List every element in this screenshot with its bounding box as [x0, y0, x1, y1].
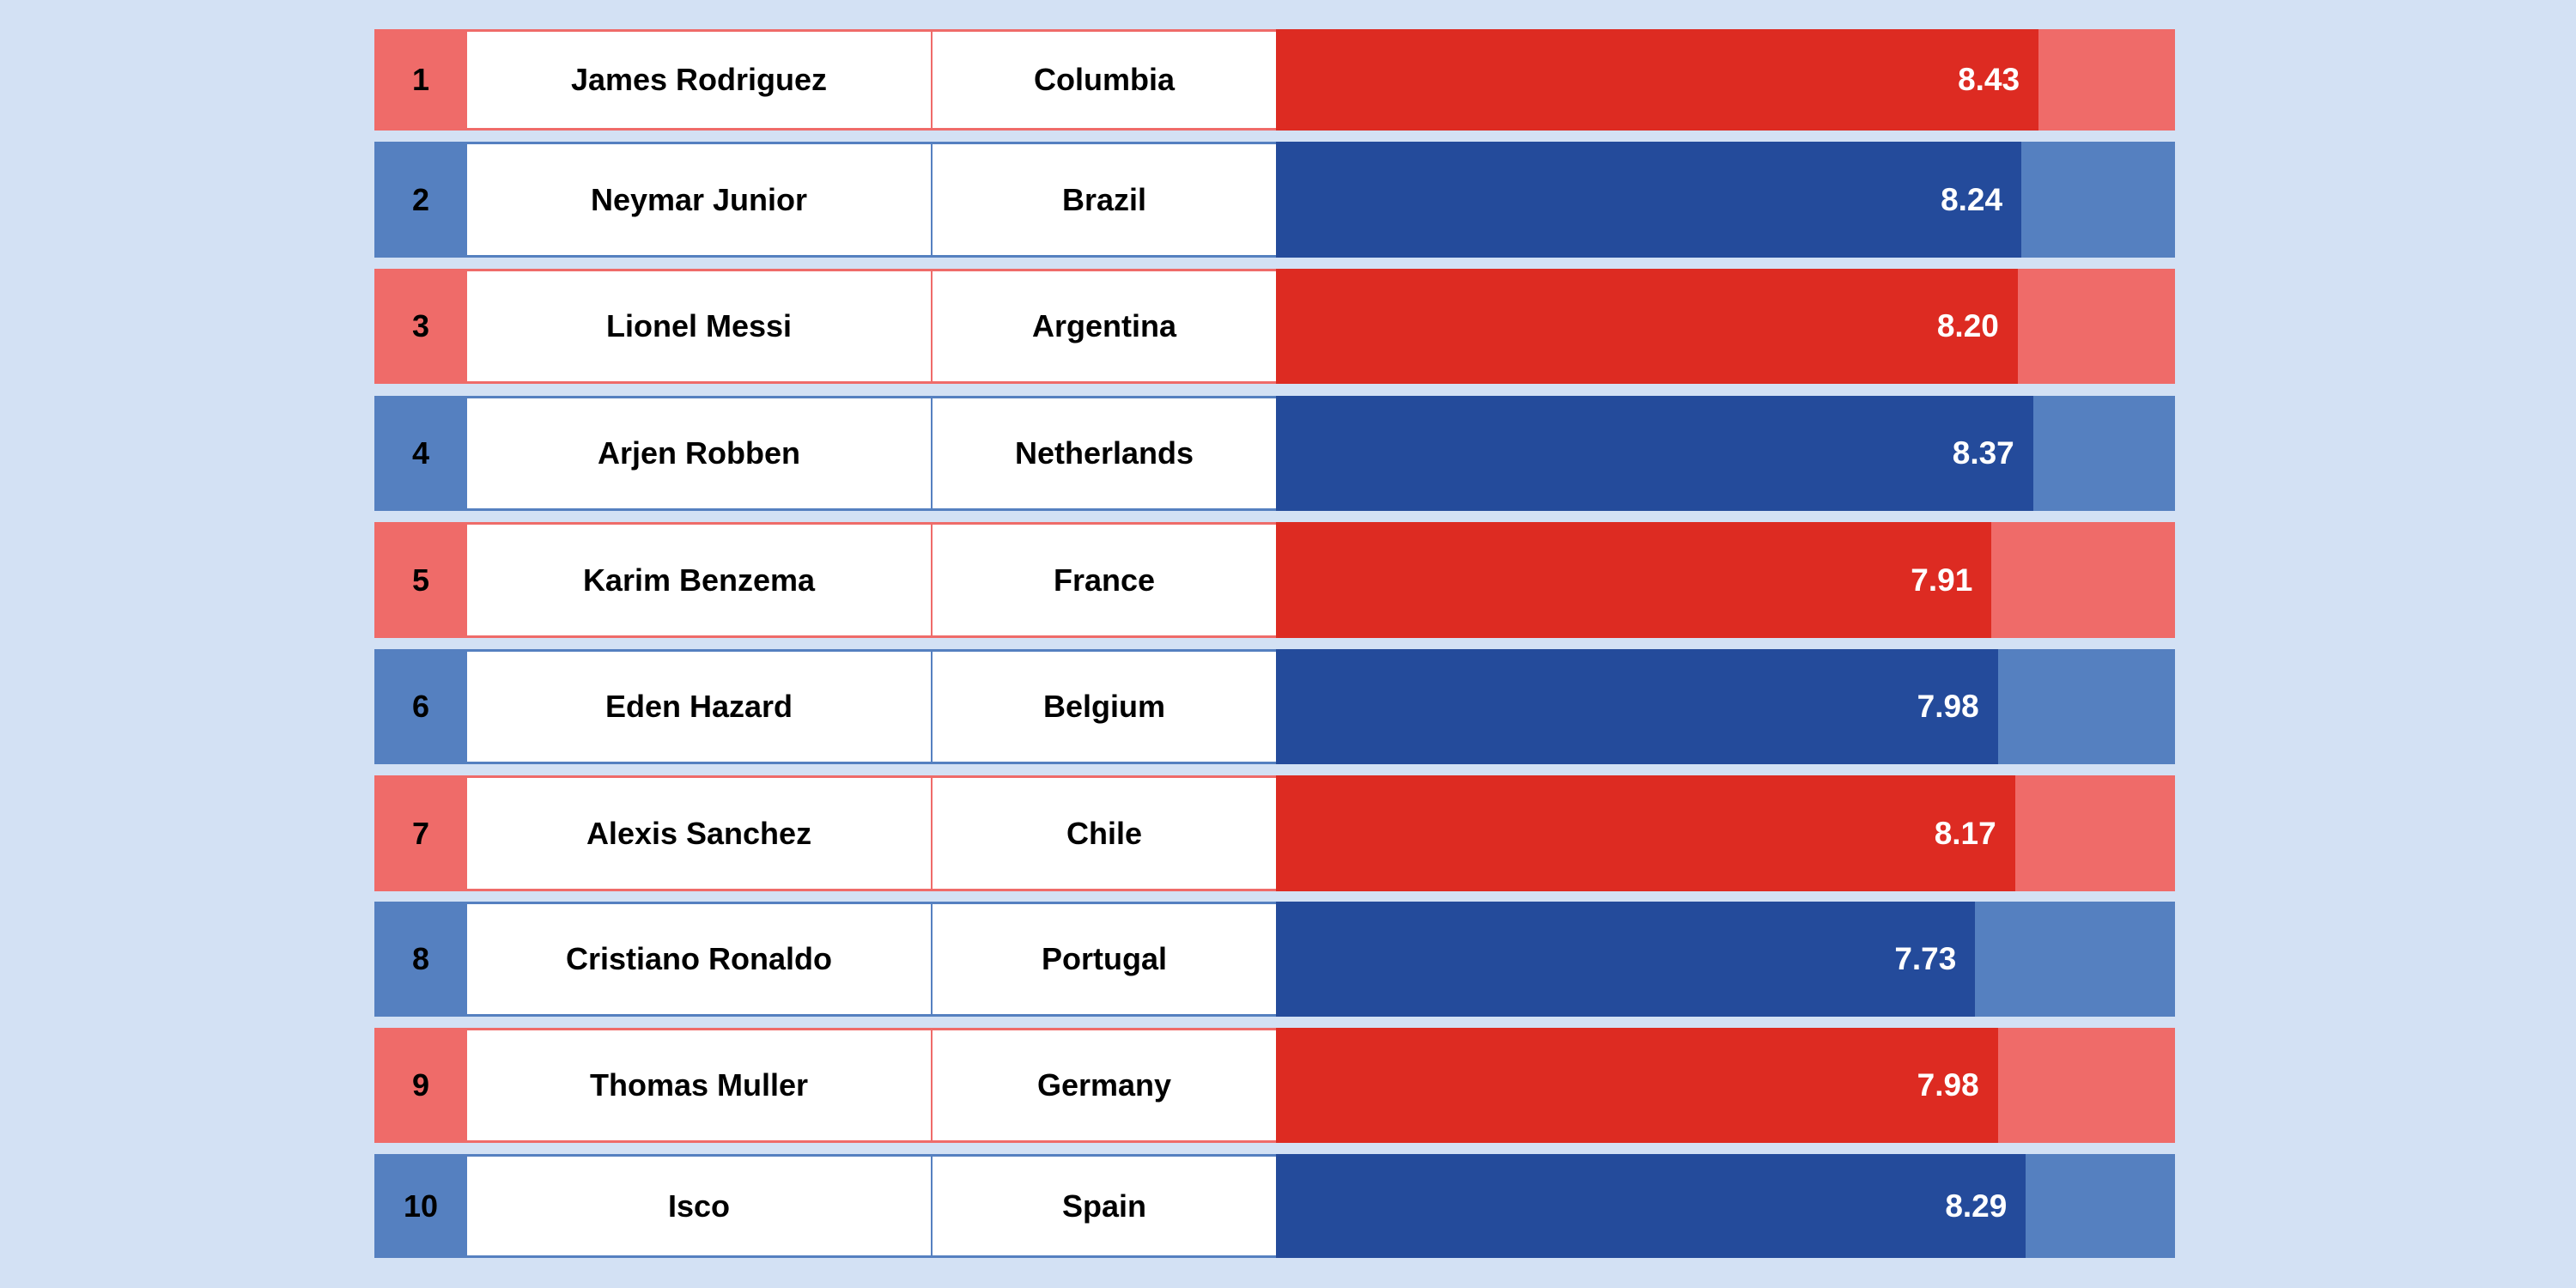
table-row: 9 Thomas Muller Germany 7.98	[374, 1028, 2175, 1143]
player-name: Thomas Muller	[467, 1028, 933, 1143]
rank-cell: 4	[374, 396, 467, 511]
ranking-board: 1 James Rodriguez Columbia 8.43 2 Neymar Juni…	[374, 29, 2175, 1258]
bar-track: 8.17	[1276, 775, 2175, 891]
bar-track: 7.73	[1276, 902, 2175, 1017]
value-label: 7.91	[1911, 562, 1973, 598]
table-row: 3 Lionel Messi Argentina 8.20	[374, 269, 2175, 384]
bar	[1276, 902, 1976, 1017]
table-row: 10 Isco Spain 8.29	[374, 1154, 2175, 1258]
player-name: Lionel Messi	[467, 269, 933, 384]
table-row: 7 Alexis Sanchez Chile 8.17	[374, 775, 2175, 891]
table-row: 1 James Rodriguez Columbia 8.43	[374, 29, 2175, 131]
bar	[1276, 142, 2022, 258]
player-name: Neymar Junior	[467, 142, 933, 258]
table-row: 8 Cristiano Ronaldo Portugal 7.73	[374, 902, 2175, 1017]
country-name: Chile	[933, 775, 1276, 891]
value-label: 7.98	[1917, 1067, 1979, 1103]
table-row: 2 Neymar Junior Brazil 8.24	[374, 142, 2175, 258]
rank-cell: 6	[374, 649, 467, 764]
value-label: 8.29	[1945, 1188, 2008, 1224]
bar	[1276, 522, 1992, 638]
player-name: Eden Hazard	[467, 649, 933, 764]
rank-cell: 2	[374, 142, 467, 258]
bar-track: 8.43	[1276, 29, 2175, 131]
bar	[1276, 29, 2039, 131]
country-name: Netherlands	[933, 396, 1276, 511]
rank-cell: 5	[374, 522, 467, 638]
player-name: Karim Benzema	[467, 522, 933, 638]
bar-track: 8.24	[1276, 142, 2175, 258]
rank-cell: 8	[374, 902, 467, 1017]
bar-track: 7.98	[1276, 649, 2175, 764]
rank-cell: 3	[374, 269, 467, 384]
value-label: 8.24	[1941, 181, 2003, 217]
player-name: Alexis Sanchez	[467, 775, 933, 891]
bar-track: 8.37	[1276, 396, 2175, 511]
rank-cell: 7	[374, 775, 467, 891]
country-name: Brazil	[933, 142, 1276, 258]
country-name: Columbia	[933, 29, 1276, 131]
value-label: 8.17	[1934, 815, 1996, 851]
bar	[1276, 649, 1998, 764]
player-name: Isco	[467, 1154, 933, 1258]
value-label: 8.43	[1958, 62, 2020, 97]
bar	[1276, 1028, 1998, 1143]
bar-track: 7.98	[1276, 1028, 2175, 1143]
bar-track: 8.20	[1276, 269, 2175, 384]
bar-track: 7.91	[1276, 522, 2175, 638]
country-name: Belgium	[933, 649, 1276, 764]
rank-cell: 9	[374, 1028, 467, 1143]
country-name: Germany	[933, 1028, 1276, 1143]
value-label: 7.73	[1894, 941, 1957, 976]
country-name: Portugal	[933, 902, 1276, 1017]
table-row: 5 Karim Benzema France 7.91	[374, 522, 2175, 638]
value-label: 7.98	[1917, 689, 1979, 724]
country-name: Spain	[933, 1154, 1276, 1258]
bar-track: 8.29	[1276, 1154, 2175, 1258]
player-name: Cristiano Ronaldo	[467, 902, 933, 1017]
bar	[1276, 775, 2015, 891]
country-name: France	[933, 522, 1276, 638]
player-name: James Rodriguez	[467, 29, 933, 131]
value-label: 8.20	[1936, 308, 1999, 343]
table-row: 6 Eden Hazard Belgium 7.98	[374, 649, 2175, 764]
bar	[1276, 1154, 2026, 1258]
bar	[1276, 396, 2033, 511]
rank-cell: 1	[374, 29, 467, 131]
bar	[1276, 269, 2018, 384]
player-name: Arjen Robben	[467, 396, 933, 511]
rank-cell: 10	[374, 1154, 467, 1258]
country-name: Argentina	[933, 269, 1276, 384]
table-row: 4 Arjen Robben Netherlands 8.37	[374, 396, 2175, 511]
value-label: 8.37	[1952, 435, 2014, 471]
